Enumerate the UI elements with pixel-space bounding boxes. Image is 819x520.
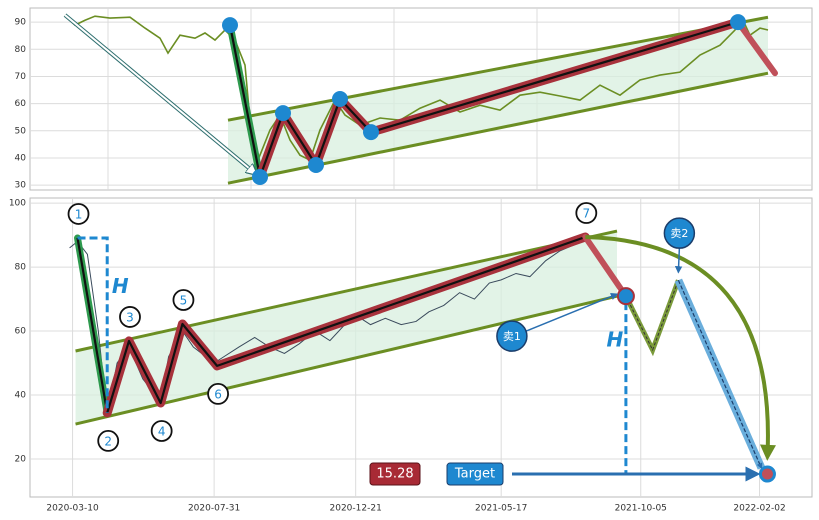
channel-area <box>228 17 768 184</box>
sell-label: 卖2 <box>670 227 688 240</box>
target-box <box>446 462 504 486</box>
pattern-leg-core <box>228 24 262 178</box>
x-tick-label: 2021-10-05 <box>615 504 667 514</box>
y-tick-label: 50 <box>15 126 27 136</box>
y-tick-label: 80 <box>15 45 27 55</box>
pivot-label-ring <box>97 429 120 452</box>
pivot-label: 5 <box>180 293 188 307</box>
pivot-label: 3 <box>126 310 134 324</box>
y-tick-label: 60 <box>15 327 27 337</box>
pivot-label: 7 <box>582 207 590 221</box>
channel-line <box>227 15 769 122</box>
pivot-dot <box>222 17 238 34</box>
y-tick-label: 40 <box>15 390 27 400</box>
y-tick-label: 60 <box>15 99 27 109</box>
channel-line <box>75 294 618 426</box>
height-label: H <box>607 328 624 352</box>
height-guide <box>77 236 109 413</box>
height-label: H <box>112 274 129 298</box>
channel-line <box>75 229 618 353</box>
pattern-leg-core <box>76 237 109 414</box>
projection-leg-core <box>625 280 679 352</box>
x-tick-label: 2022-02-02 <box>733 504 785 514</box>
pattern-leg-core <box>106 235 586 414</box>
pivot-label-ring <box>575 202 598 224</box>
projection-leg-core <box>677 279 763 470</box>
sell-pointer <box>674 248 683 274</box>
y-tick-label: 100 <box>9 199 26 209</box>
target-label: Target <box>454 467 495 482</box>
x-tick-label: 2020-12-21 <box>330 504 382 514</box>
pivot-dot <box>275 105 291 122</box>
sell-badge <box>496 320 528 352</box>
projection-leg <box>582 234 629 300</box>
pivot-label: 1 <box>75 207 83 221</box>
sell-badge <box>663 217 696 249</box>
channel-area <box>75 231 617 425</box>
x-tick-label: 2021-05-17 <box>475 504 527 514</box>
pivot-label-ring <box>207 382 229 405</box>
pivot-dot <box>363 124 379 141</box>
x-tick-label: 2020-07-31 <box>188 504 240 514</box>
x-tick-label: 2020-03-10 <box>46 504 99 514</box>
guide-arrow <box>64 14 256 174</box>
pivot-label-ring <box>67 203 90 225</box>
pivot-label-ring <box>150 420 173 442</box>
pivot-label: 6 <box>214 387 222 401</box>
pivot-dot <box>252 168 268 185</box>
sell-label: 卖1 <box>503 330 521 343</box>
sell-pointer <box>525 292 619 332</box>
value-box <box>369 462 421 486</box>
pivot-label: 2 <box>104 434 112 448</box>
pivot-label: 4 <box>158 424 166 438</box>
pivot-dot <box>308 157 324 174</box>
pivot-label-ring <box>119 306 141 328</box>
y-tick-label: 40 <box>15 153 27 163</box>
target-value: 15.28 <box>376 467 413 482</box>
sell-point <box>616 287 635 306</box>
pivot-dot <box>730 14 746 31</box>
target-point <box>758 465 776 483</box>
pivot-label-ring <box>172 289 195 311</box>
y-tick-label: 90 <box>15 18 27 28</box>
y-tick-label: 20 <box>15 454 27 464</box>
pivot-dot <box>332 91 348 107</box>
pattern-leg-core <box>258 21 739 178</box>
y-tick-label: 30 <box>15 181 27 191</box>
y-tick-label: 80 <box>15 263 27 273</box>
curved-arrow <box>585 235 776 461</box>
y-tick-label: 70 <box>15 72 27 82</box>
pattern-leg <box>735 19 778 77</box>
